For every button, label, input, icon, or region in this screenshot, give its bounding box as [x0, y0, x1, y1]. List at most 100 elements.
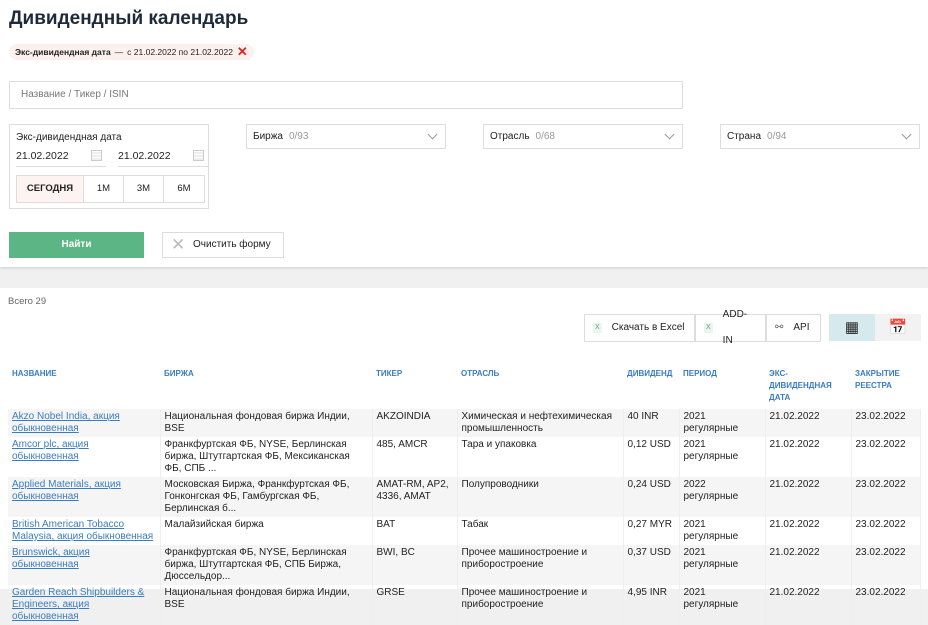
period-1m-button[interactable]: 1М: [84, 176, 124, 202]
table-cell: 23.02.2022: [851, 585, 921, 625]
clear-form-button[interactable]: ✕ Очистить форму: [162, 232, 284, 258]
security-link[interactable]: Applied Materials, акция обыкновенная: [12, 479, 121, 502]
api-plug-icon: ⚯: [775, 322, 784, 333]
addin-button[interactable]: X ADD-IN: [695, 309, 766, 346]
table-cell: 21.02.2022: [765, 477, 852, 517]
excel-icon: X: [704, 323, 713, 333]
table-cell: Brunswick, акция обыкновенная: [8, 545, 161, 585]
column-header[interactable]: ДИВИДЕНД: [627, 369, 673, 378]
find-button[interactable]: Найти: [9, 232, 144, 258]
table-cell: Прочее машиностроение и приборостроение: [457, 585, 624, 625]
column-header[interactable]: ТИКЕР: [376, 369, 403, 378]
table-cell: British American Tobacco Malaysia, акция…: [8, 517, 161, 545]
active-filter-chip: Экс-дивидендная дата — с 21.02.2022 по 21.…: [9, 44, 254, 60]
table-header: НАЗВАНИЕ БИРЖА ТИКЕР ОТРАСЛЬ ДИВИДЕНД ПЕРИОД Э…: [8, 363, 920, 409]
table-cell: AKZOINDIA: [372, 409, 458, 437]
table-cell: 2021 регулярные: [679, 517, 766, 545]
table-cell: Химическая и нефтехимическая промышленно…: [457, 409, 624, 437]
table-cell: 21.02.2022: [765, 437, 852, 477]
table-cell: 21.02.2022: [765, 585, 852, 625]
table-view-toggle[interactable]: ▦: [829, 314, 875, 341]
excel-label: Скачать в Excel: [611, 322, 685, 333]
dropdown-label: Биржа: [253, 131, 283, 142]
table-row: Brunswick, акция обыкновенная Франкфуртск…: [8, 545, 921, 585]
dropdown-label: Отрасль: [490, 131, 530, 142]
period-3m-button[interactable]: 3М: [124, 176, 164, 202]
table-cell: Прочее машиностроение и приборостроение: [457, 545, 624, 585]
clear-form-label: Очистить форму: [193, 239, 271, 250]
download-excel-button[interactable]: X Скачать в Excel: [584, 314, 695, 342]
security-link[interactable]: Akzo Nobel India, акция обыкновенная: [12, 411, 120, 434]
table-cell: Национальная фондовая биржа Индии, BSE: [160, 409, 373, 437]
addin-label: ADD-IN: [722, 309, 748, 346]
table-cell: 2022 регулярные: [679, 477, 766, 517]
date-from-input[interactable]: 21.02.2022: [16, 150, 106, 167]
table-cell: 0,37 USD: [623, 545, 680, 585]
filter-panel: Дивидендный календарь Экс-дивидендная да…: [0, 0, 928, 267]
chevron-down-icon: [427, 129, 438, 140]
dropdown-count: 0/93: [288, 131, 309, 142]
api-label: API: [793, 322, 810, 333]
table-cell: Amcor plc, акция обыкновенная: [8, 437, 161, 477]
ex-date-label: Экс-дивидендная дата: [16, 132, 122, 143]
security-link[interactable]: Garden Reach Shipbuilders & Engineers, а…: [12, 587, 145, 622]
table-cell: 40 INR: [623, 409, 680, 437]
table-cell: BAT: [372, 517, 458, 545]
table-cell: BWI, BC: [372, 545, 458, 585]
period-6m-button[interactable]: 6М: [177, 183, 191, 194]
table-cell: Табак: [457, 517, 624, 545]
date-to-input[interactable]: 21.02.2022: [118, 150, 208, 167]
chevron-down-icon: [664, 129, 675, 140]
table-cell: Московская Биржа, Франкфуртская ФБ, Гонк…: [160, 477, 373, 517]
excel-icon: X: [593, 323, 602, 333]
dropdown-label: Страна: [727, 131, 762, 142]
search-input[interactable]: Название / Тикер / ISIN: [9, 81, 683, 109]
table-cell: 2021 регулярные: [679, 545, 766, 585]
country-dropdown[interactable]: Страна 0/94: [720, 124, 920, 149]
column-header[interactable]: ПЕРИОД: [683, 369, 717, 378]
calendar-icon[interactable]: [193, 150, 204, 161]
ex-date-filter: Экс-дивидендная дата 21.02.2022 21.02.20…: [9, 124, 209, 209]
table-cell: Тара и упаковка: [457, 437, 624, 477]
date-to-value: 21.02.2022: [118, 150, 171, 162]
table-row: Akzo Nobel India, акция обыкновенная Наци…: [8, 409, 921, 437]
table-cell: 23.02.2022: [851, 517, 921, 545]
column-header[interactable]: ОТРАСЛЬ: [461, 369, 500, 378]
table-row: Garden Reach Shipbuilders & Engineers, а…: [8, 585, 921, 625]
table-row: British American Tobacco Malaysia, акция…: [8, 517, 921, 545]
table-cell: 0,24 USD: [623, 477, 680, 517]
calendar-icon[interactable]: [91, 150, 102, 161]
security-link[interactable]: Brunswick, акция обыкновенная: [12, 547, 90, 570]
exchange-dropdown[interactable]: Биржа 0/93: [246, 124, 446, 149]
api-button[interactable]: ⚯ API: [766, 314, 821, 342]
table-cell: 23.02.2022: [851, 409, 921, 437]
chip-value: с 21.02.2022 по 21.02.2022: [127, 47, 233, 57]
security-link[interactable]: Amcor plc, акция обыкновенная: [12, 439, 89, 462]
sector-dropdown[interactable]: Отрасль 0/68: [483, 124, 683, 149]
column-header[interactable]: ЗАКРЫТИЕ РЕЕСТРА: [855, 369, 900, 390]
calendar-icon: 📅: [888, 319, 908, 336]
table-cell: Applied Materials, акция обыкновенная: [8, 477, 161, 517]
chevron-down-icon: [901, 129, 912, 140]
table-cell: 485, AMCR: [372, 437, 458, 477]
dropdown-count: 0/94: [767, 131, 787, 142]
close-icon[interactable]: ✕: [236, 44, 248, 59]
column-header[interactable]: БИРЖА: [164, 369, 194, 378]
chip-label: Экс-дивидендная дата: [15, 47, 111, 57]
table-cell: 2021 регулярные: [679, 409, 766, 437]
close-icon: ✕: [171, 235, 186, 254]
security-link[interactable]: British American Tobacco Malaysia, акция…: [12, 519, 154, 542]
period-today-button[interactable]: СЕГОДНЯ: [17, 176, 84, 202]
dividend-table: НАЗВАНИЕ БИРЖА ТИКЕР ОТРАСЛЬ ДИВИДЕНД ПЕРИОД Э…: [8, 363, 921, 625]
results-panel: Всего 29 X Скачать в Excel X ADD-IN ⚯ API ▦…: [0, 288, 928, 625]
page-title: Дивидендный календарь: [9, 8, 249, 29]
total-count: Всего 29: [8, 296, 47, 307]
column-header[interactable]: ЭКС-ДИВИДЕНДНАЯ ДАТА: [769, 369, 832, 402]
table-cell: 23.02.2022: [851, 477, 921, 517]
column-header[interactable]: НАЗВАНИЕ: [12, 369, 57, 378]
chip-dash: —: [114, 47, 124, 57]
table-cell: 21.02.2022: [765, 409, 852, 437]
table-cell: 21.02.2022: [765, 545, 852, 585]
calendar-view-toggle[interactable]: 📅: [875, 314, 921, 341]
table-cell: Франкфуртская ФБ, NYSE, Берлинская биржа…: [160, 437, 373, 477]
